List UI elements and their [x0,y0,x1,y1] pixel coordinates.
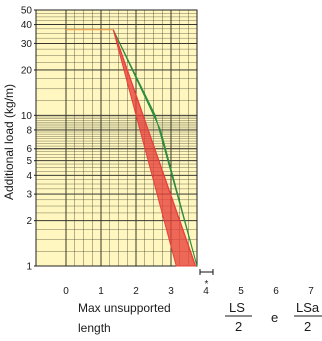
y-tick-label: 2 [26,216,32,227]
y-tick-label: 40 [21,20,33,31]
y-tick-label: 6 [26,144,32,155]
x-axis-label-line1: Max unsupported [78,301,171,315]
formula-denominator-2: 2 [304,319,311,334]
y-tick-label: 50 [21,6,33,17]
formula-denominator-1: 2 [235,319,242,334]
formula: LS 2 e LSa 2 [225,300,322,334]
y-tick-label: 10 [21,111,33,122]
y-axis-label: Additional load (kg/m) [2,84,16,200]
x-tick-label: 2 [133,286,139,297]
y-tick-label: 8 [26,125,32,136]
y-tick-label: 30 [21,39,33,50]
y-tick-label: 3 [26,190,32,201]
formula-conjunction: e [271,310,278,325]
x-tick-label: 0 [63,286,69,297]
x-tick-label: 6 [273,286,279,297]
y-tick-label: 5 [26,156,32,167]
formula-numerator-2: LSa [296,300,320,315]
x-tick-label: 3 [168,286,174,297]
range-marker: * [200,269,213,290]
x-tick-label: 1 [98,286,104,297]
y-tick-label: 1 [26,262,32,273]
x-axis-label-line2: length [78,321,111,335]
marker-asterisk: * [205,279,209,290]
formula-numerator-1: LS [229,300,245,315]
x-tick-label: 5 [238,286,244,297]
y-tick-labels: 1 2 3 4 56 8 10 20 30 40 50 [21,6,36,273]
y-tick-label: 4 [26,171,32,182]
x-tick-label: 7 [308,286,314,297]
y-tick-label: 20 [21,65,33,76]
x-tick-labels: 012345678 [63,286,322,297]
